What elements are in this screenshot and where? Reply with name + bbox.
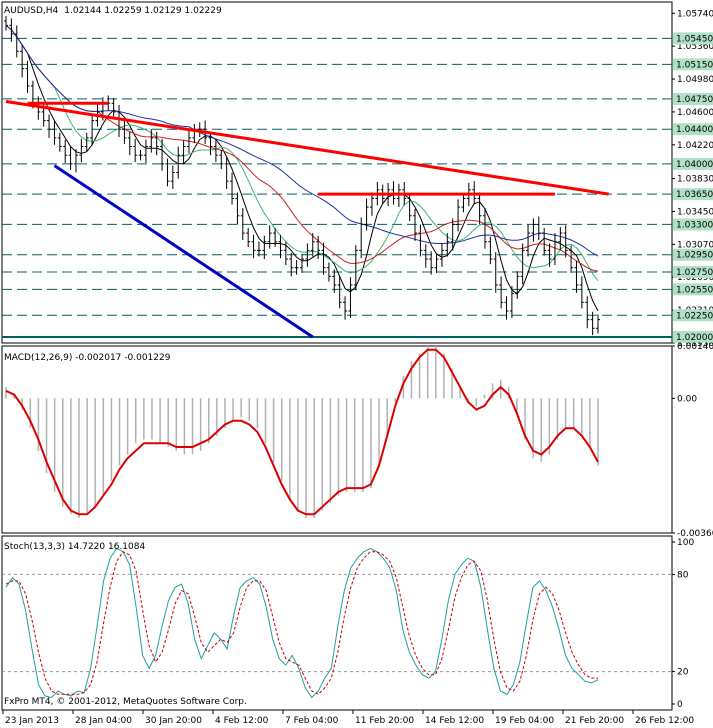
price-tick-label: 1.02690 <box>677 273 713 283</box>
level-label: 1.03650 <box>676 190 713 200</box>
level-label-box <box>673 330 713 343</box>
trendlines[interactable] <box>5 100 609 339</box>
price-tick-label: 1.01930 <box>677 339 713 349</box>
level-label: 1.05150 <box>676 60 713 70</box>
price-tick-label: 1.03830 <box>677 175 713 185</box>
level-label-box <box>673 283 713 296</box>
macd-header: MACD(12,26,9) -0.002017 -0.001229 <box>4 353 171 363</box>
macd-signal-line <box>5 348 599 516</box>
level-label-box <box>673 266 713 279</box>
time-tick-label: 28 Jan 04:00 <box>75 716 132 726</box>
level-label-box <box>673 188 713 201</box>
price-tick-label: 1.04980 <box>677 75 713 85</box>
symbol-header: AUDUSD,H4 1.02144 1.02259 1.02129 1.02229 <box>4 6 222 16</box>
stoch-tick-label: 100 <box>677 538 694 548</box>
level-label: 1.04000 <box>676 160 713 170</box>
level-labels: 1.05450 1.05150 1.04750 1.04400 1.04000 1.036… <box>673 32 713 343</box>
stochastic-panel: 100 80 20 0 <box>2 538 694 710</box>
price-tick-label: 1.04220 <box>677 141 713 151</box>
level-label-box <box>673 58 713 71</box>
time-tick-label: 30 Jan 20:00 <box>145 716 202 726</box>
ma-blue-line <box>5 25 599 257</box>
stoch-main-line <box>5 547 599 699</box>
price-tick-label: 1.04600 <box>677 108 713 118</box>
time-tick-label: 23 Jan 2013 <box>5 716 59 726</box>
time-tick-label: 19 Feb 04:00 <box>495 716 554 726</box>
level-label: 1.04400 <box>676 125 713 135</box>
macd-tick-label: 0.00 <box>677 394 697 404</box>
level-label: 1.02950 <box>676 251 713 261</box>
macd-panel: 0.001401 0.00 -0.00360 <box>5 342 713 539</box>
level-label: 1.02000 <box>676 333 713 343</box>
panel-border-3 <box>1 535 673 711</box>
copyright-text: FxPro MT4, © 2001-2012, MetaQuotes Softw… <box>4 697 247 707</box>
price-tick-label: 1.05740 <box>677 9 713 19</box>
level-label: 1.02550 <box>676 285 713 295</box>
trendline-red-descending <box>5 100 609 196</box>
price-tick-label: 1.05360 <box>677 42 713 52</box>
level-label-box <box>673 92 713 105</box>
time-tick-label: 4 Feb 12:00 <box>215 716 269 726</box>
level-label-box <box>673 32 713 45</box>
macd-tick-label: -0.00360 <box>677 529 713 539</box>
stoch-signal-line <box>5 551 598 695</box>
price-bars <box>4 15 600 336</box>
level-label-box <box>673 157 713 170</box>
level-label: 1.04750 <box>676 95 713 105</box>
stoch-tick-label: 0 <box>677 700 683 710</box>
panel-border-1 <box>1 1 673 344</box>
level-label: 1.02250 <box>676 311 713 321</box>
level-label-box <box>673 123 713 136</box>
stoch-tick-label: 20 <box>677 668 689 678</box>
panel-border-2 <box>1 345 673 534</box>
time-tick-label: 26 Feb 12:00 <box>635 716 694 726</box>
trendline-blue-support <box>53 164 314 339</box>
price-tick-label: 1.03070 <box>677 240 713 250</box>
level-label: 1.02750 <box>676 268 713 278</box>
time-axis: 23 Jan 2013 28 Jan 04:00 30 Jan 20:00 4 Feb… <box>2 710 694 726</box>
level-label-box <box>673 218 713 231</box>
level-label: 1.03300 <box>676 220 713 230</box>
horizontal-levels <box>2 37 672 338</box>
macd-tick-label: 0.001401 <box>677 342 713 352</box>
level-label-box <box>673 248 713 261</box>
ma-green-line <box>5 25 599 282</box>
stoch-tick-label: 80 <box>677 570 689 580</box>
time-tick-label: 14 Feb 12:00 <box>425 716 484 726</box>
time-tick-label: 7 Feb 04:00 <box>285 716 339 726</box>
level-label-box <box>673 309 713 322</box>
panel-frames <box>1 1 673 711</box>
stochastic-header: Stoch(13,3,3) 14.7220 16.1084 <box>4 542 145 552</box>
price-tick-label: 1.03450 <box>677 207 713 217</box>
time-tick-label: 11 Feb 20:00 <box>355 716 414 726</box>
time-tick-label: 21 Feb 20:00 <box>565 716 624 726</box>
level-label: 1.05450 <box>676 34 713 44</box>
